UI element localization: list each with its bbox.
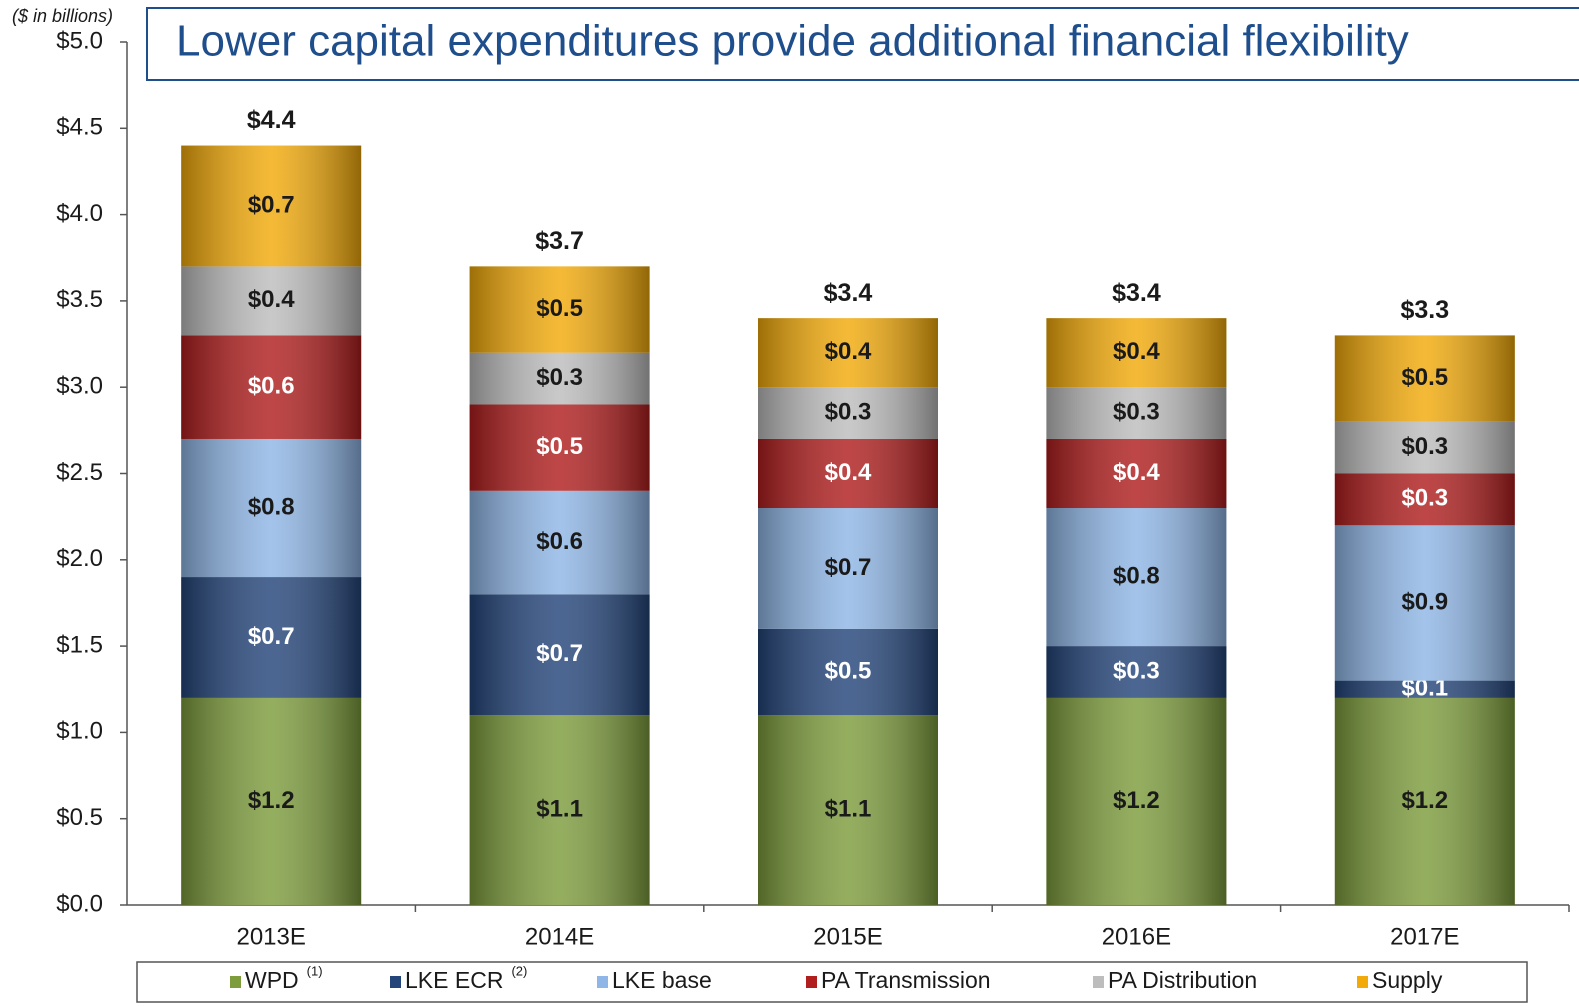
bar-shade bbox=[1334, 421, 1515, 474]
value-label: $0.3 bbox=[825, 398, 872, 425]
legend-swatch bbox=[597, 976, 608, 988]
legend-label: PA Transmission bbox=[821, 967, 991, 993]
value-label: $0.7 bbox=[825, 554, 872, 581]
legend-swatch bbox=[1093, 976, 1104, 988]
y-axis-label: ($ in billions) bbox=[12, 6, 113, 26]
bar-shade bbox=[1046, 318, 1227, 388]
legend-label: LKE ECR bbox=[405, 967, 503, 993]
bar-shade bbox=[469, 352, 650, 405]
legend-label: PA Distribution bbox=[1108, 967, 1257, 993]
value-label: $0.7 bbox=[536, 640, 583, 667]
bar-shade bbox=[181, 577, 362, 698]
bar-shade bbox=[1334, 680, 1515, 698]
value-label: $0.8 bbox=[248, 493, 295, 520]
bar-shade bbox=[469, 594, 650, 716]
x-tick-label: 2015E bbox=[813, 923, 882, 950]
value-label: $0.5 bbox=[825, 657, 872, 684]
chart-title: Lower capital expenditures provide addit… bbox=[176, 17, 1409, 66]
legend-label: Supply bbox=[1372, 967, 1443, 993]
x-tick-label: 2017E bbox=[1390, 923, 1459, 950]
legend-swatch bbox=[1357, 976, 1368, 988]
value-label: $0.4 bbox=[1113, 338, 1160, 365]
bar-shade bbox=[469, 490, 650, 595]
value-label: $0.4 bbox=[825, 459, 872, 486]
value-label: $0.3 bbox=[1401, 485, 1448, 512]
bar-shade bbox=[758, 508, 938, 629]
value-label: $0.8 bbox=[1113, 562, 1160, 589]
y-tick-label: $2.5 bbox=[56, 459, 103, 486]
value-label: $0.3 bbox=[1113, 398, 1160, 425]
bar-shade bbox=[1046, 438, 1227, 509]
value-label: $0.3 bbox=[1401, 433, 1448, 460]
bar-shade bbox=[181, 335, 362, 439]
value-label: $1.1 bbox=[536, 795, 583, 822]
legend-note: (2) bbox=[511, 963, 527, 978]
y-tick-label: $3.5 bbox=[56, 286, 103, 313]
bar-shade bbox=[758, 628, 938, 716]
legend-box bbox=[136, 961, 1528, 1003]
bar-shade bbox=[1334, 697, 1515, 905]
value-label: $0.7 bbox=[248, 191, 295, 218]
total-label: $3.7 bbox=[535, 227, 584, 255]
bar-shade bbox=[758, 387, 938, 439]
title-box bbox=[146, 7, 1579, 81]
total-label: $3.3 bbox=[1400, 296, 1449, 324]
bar-shade bbox=[469, 715, 650, 905]
bar-shade bbox=[758, 715, 938, 905]
value-label: $1.2 bbox=[1401, 787, 1448, 814]
bar-shade bbox=[181, 145, 362, 267]
bar-shade bbox=[1334, 473, 1515, 526]
bar-shade bbox=[1046, 697, 1227, 905]
value-label: $0.9 bbox=[1401, 588, 1448, 615]
bar-shade bbox=[758, 318, 938, 388]
value-label: $1.2 bbox=[248, 787, 295, 814]
value-label: $0.6 bbox=[536, 528, 583, 555]
y-tick-label: $3.0 bbox=[56, 373, 103, 400]
bar-shade bbox=[469, 266, 650, 353]
legend-label: WPD bbox=[245, 967, 299, 993]
legend-swatch bbox=[390, 976, 401, 988]
total-label: $3.4 bbox=[1112, 279, 1161, 307]
value-label: $1.2 bbox=[1113, 787, 1160, 814]
legend-swatch bbox=[230, 976, 241, 988]
y-tick-label: $5.0 bbox=[56, 27, 103, 54]
value-label: $0.4 bbox=[248, 286, 295, 313]
bar-shade bbox=[469, 404, 650, 491]
bar-shade bbox=[758, 438, 938, 509]
bar-shade bbox=[181, 697, 362, 905]
value-label: $0.5 bbox=[536, 433, 583, 460]
y-tick-label: $0.0 bbox=[56, 890, 103, 917]
y-tick-label: $2.0 bbox=[56, 545, 103, 572]
legend-swatch bbox=[806, 976, 817, 988]
x-tick-label: 2016E bbox=[1102, 923, 1171, 950]
x-tick-label: 2013E bbox=[236, 923, 305, 950]
value-label: $1.1 bbox=[825, 795, 872, 822]
y-tick-label: $1.0 bbox=[56, 718, 103, 745]
value-label: $0.3 bbox=[536, 364, 583, 391]
value-label: $0.3 bbox=[1113, 657, 1160, 684]
value-label: $0.4 bbox=[1113, 459, 1160, 486]
legend-label: LKE base bbox=[612, 967, 712, 993]
x-tick-label: 2014E bbox=[525, 923, 594, 950]
bar-shade bbox=[181, 266, 362, 336]
bar-shade bbox=[1046, 646, 1227, 698]
bar-shade bbox=[1334, 335, 1515, 422]
y-tick-label: $1.5 bbox=[56, 631, 103, 658]
total-label: $3.4 bbox=[824, 279, 873, 307]
value-label: $0.6 bbox=[248, 373, 295, 400]
bar-shade bbox=[181, 438, 362, 578]
value-label: $0.5 bbox=[1401, 364, 1448, 391]
value-label: $0.5 bbox=[536, 295, 583, 322]
value-label: $0.7 bbox=[248, 623, 295, 650]
bar-shade bbox=[1334, 525, 1515, 681]
bar-shade bbox=[1046, 508, 1227, 647]
total-label: $4.4 bbox=[247, 106, 296, 134]
legend-note: (1) bbox=[307, 963, 323, 978]
y-tick-label: $4.0 bbox=[56, 200, 103, 227]
value-label: $0.4 bbox=[825, 338, 872, 365]
bar-shade bbox=[1046, 387, 1227, 439]
y-tick-label: $0.5 bbox=[56, 804, 103, 831]
y-tick-label: $4.5 bbox=[56, 114, 103, 141]
